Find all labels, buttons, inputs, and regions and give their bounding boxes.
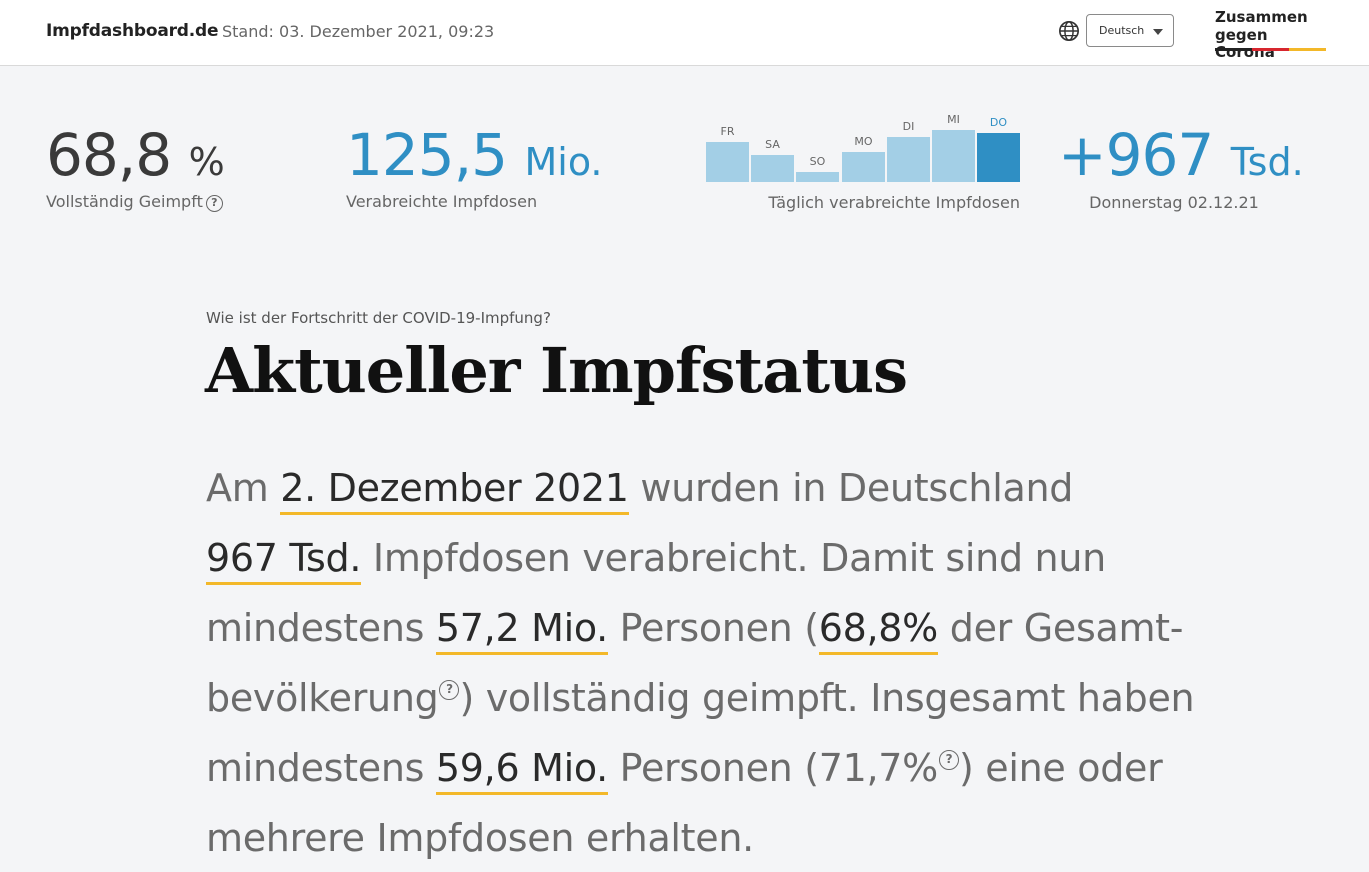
fully-vaccinated-value: 68,8 %: [46, 121, 225, 189]
paragraph-line-1: Am 2. Dezember 2021 wurden in Deutschlan…: [206, 466, 1073, 515]
doses-total-value: 125,5 Mio.: [346, 121, 603, 189]
top-bar: Impfdashboard.de Stand: 03. Dezember 202…: [0, 0, 1369, 66]
fully-vaccinated-count-highlight: 57,2 Mio.: [435, 606, 608, 655]
language-select[interactable]: Deutsch: [1086, 14, 1174, 47]
partner-logo-line1: Zusammen: [1215, 8, 1308, 26]
site-logo[interactable]: Impfdashboard.de: [46, 21, 219, 41]
chart-bar-do[interactable]: [977, 133, 1020, 182]
daily-doses-highlight: 967 Tsd.: [206, 536, 361, 585]
help-icon[interactable]: ?: [205, 195, 223, 212]
chart-bar-label-sa: SA: [765, 138, 780, 151]
chart-bar-sa[interactable]: [751, 155, 794, 182]
paragraph-line-3: mindestens 57,2 Mio. Personen (68,8% der…: [206, 606, 1183, 655]
chart-bar-label-mi: MI: [947, 113, 960, 126]
date-highlight: 2. Dezember 2021: [280, 466, 629, 515]
help-icon[interactable]: ?: [439, 680, 460, 700]
help-icon[interactable]: ?: [938, 750, 959, 770]
chart-bar-fr[interactable]: [706, 142, 749, 182]
chart-bar-label-fr: FR: [720, 125, 735, 138]
daily-doses-label: Täglich verabreichte Impfdosen: [768, 193, 1020, 212]
paragraph-line-5: mindestens 59,6 Mio. Personen (71,7%?) e…: [206, 746, 1163, 795]
paragraph-line-6: mehrere Impfdosen erhalten.: [206, 816, 754, 860]
daily-doses-chart: FR SA SO MO DI MI DO: [706, 110, 1020, 182]
paragraph-line-2: 967 Tsd. Impfdosen verabreicht. Damit si…: [206, 536, 1106, 585]
any-dose-pct: 71,7%: [818, 746, 939, 790]
chart-bar-label-mo: MO: [854, 135, 873, 148]
latest-doses-value: +967 Tsd.: [1058, 121, 1304, 189]
zusammen-gegen-corona-logo[interactable]: Zusammen gegen Corona: [1215, 8, 1327, 61]
paragraph-line-4: bevölkerung?) vollständig geimpft. Insge…: [206, 676, 1195, 720]
chart-bar-label-so: SO: [809, 155, 826, 168]
fully-vaccinated-pct-highlight: 68,8%: [818, 606, 938, 655]
language-select-value: Deutsch: [1099, 24, 1145, 37]
doses-total-label: Verabreichte Impfdosen: [346, 192, 538, 211]
section-kicker: Wie ist der Fortschritt der COVID-19-Imp…: [206, 309, 551, 327]
any-dose-count-highlight: 59,6 Mio.: [435, 746, 608, 795]
partner-logo-line2: gegen Corona: [1215, 26, 1275, 61]
flag-stripe: [1215, 48, 1326, 51]
page-title: Aktueller Impfstatus: [205, 334, 908, 407]
fully-vaccinated-label: Vollständig Geimpft?: [46, 192, 223, 212]
chart-bar-di[interactable]: [887, 137, 930, 182]
chart-bar-label-do: DO: [989, 116, 1008, 129]
update-timestamp: Stand: 03. Dezember 2021, 09:23: [222, 22, 495, 41]
chart-bar-mo[interactable]: [842, 152, 885, 182]
globe-icon: [1059, 21, 1079, 41]
chart-bar-mi[interactable]: [932, 130, 975, 182]
chevron-down-icon: [1153, 29, 1163, 35]
latest-doses-label: Donnerstag 02.12.21: [1089, 193, 1259, 212]
chart-bar-so[interactable]: [796, 172, 839, 182]
chart-bar-label-di: DI: [902, 120, 915, 133]
